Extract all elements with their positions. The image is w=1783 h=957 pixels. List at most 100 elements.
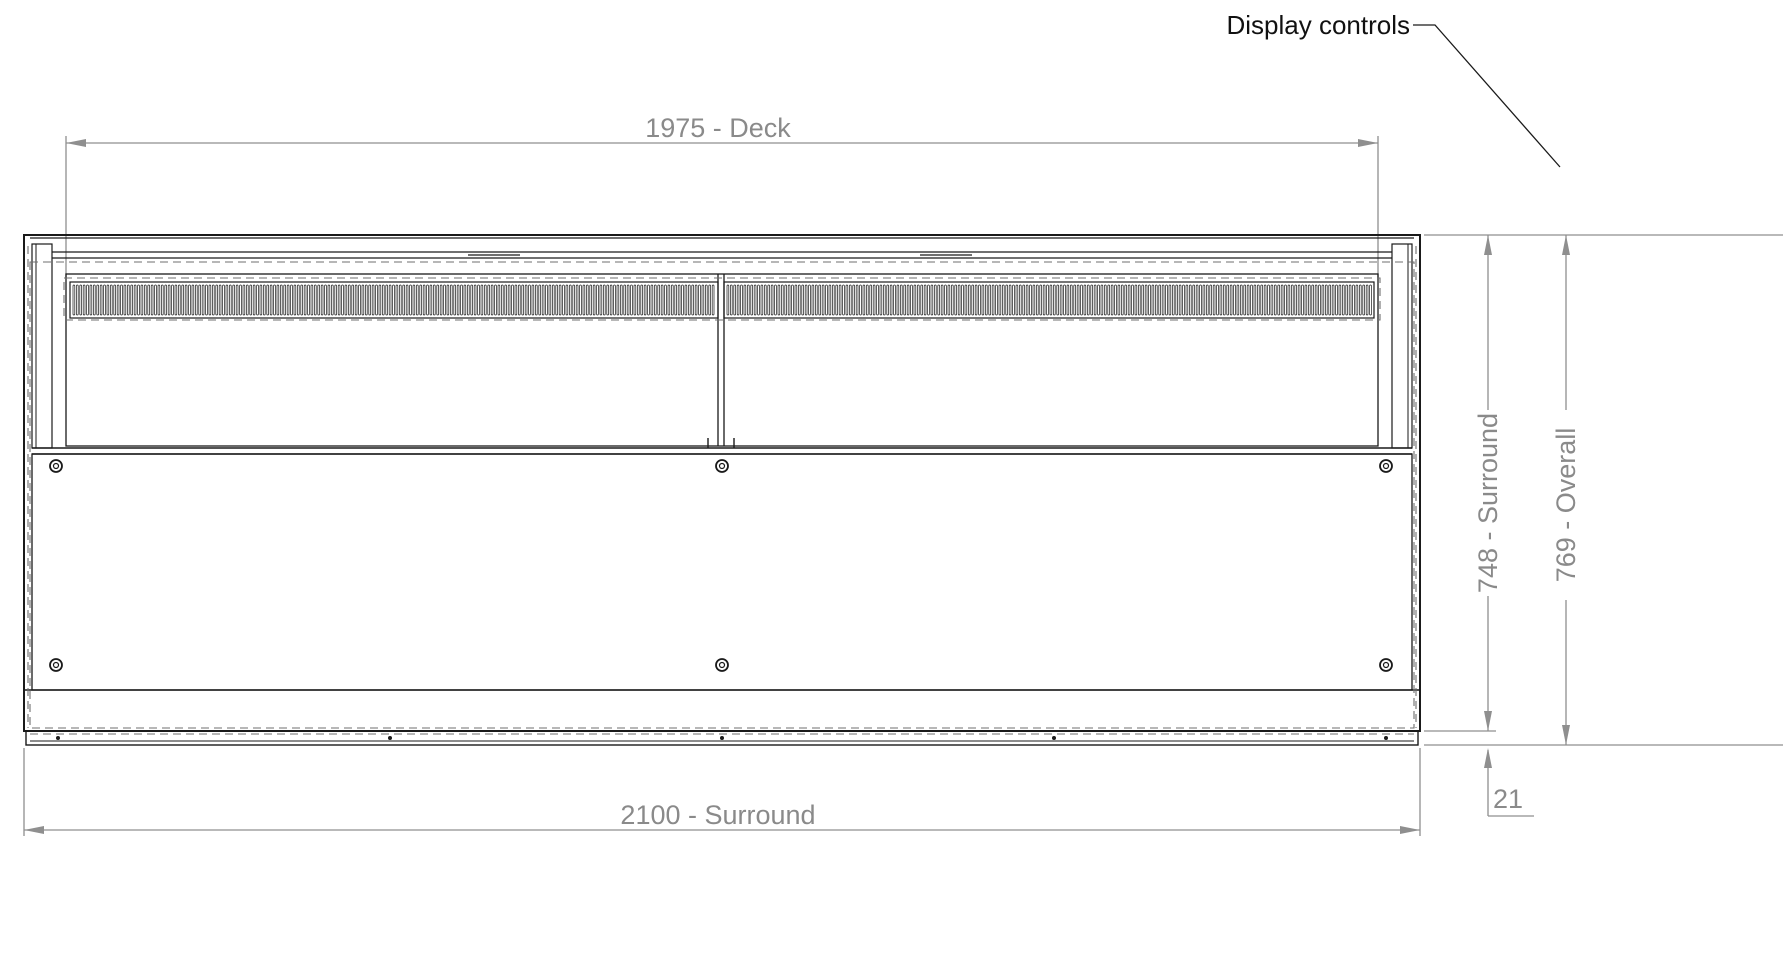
- vent-slot: [1175, 284, 1178, 316]
- vent-slot: [705, 284, 708, 316]
- vent-slot: [171, 284, 174, 316]
- vent-slot: [548, 284, 552, 316]
- vent-slot: [736, 284, 740, 316]
- vent-slot: [416, 284, 419, 316]
- screw-icon: [1379, 459, 1393, 473]
- vent-slot: [477, 284, 480, 316]
- vent-slot: [480, 284, 484, 316]
- vent-slot: [99, 284, 103, 316]
- vent-slot: [1192, 284, 1195, 316]
- vent-slot: [883, 284, 886, 316]
- surround-height-arrow-top: [1484, 235, 1492, 255]
- vent-slot: [467, 284, 470, 316]
- vent-slot: [188, 284, 191, 316]
- vent-slot: [174, 284, 178, 316]
- vent-slot: [1233, 284, 1236, 316]
- base-foot: [1052, 736, 1056, 740]
- vent-slot: [1294, 284, 1297, 316]
- vent-slot: [876, 284, 879, 316]
- vent-slot: [730, 284, 733, 316]
- vent-slot: [930, 284, 934, 316]
- vent-slot: [453, 284, 456, 316]
- vent-slot: [586, 284, 589, 316]
- vent-slot: [733, 284, 736, 316]
- vent-slot: [1056, 284, 1059, 316]
- vent-slot: [1301, 284, 1304, 316]
- vent-slot: [1025, 284, 1029, 316]
- screw-icon: [49, 459, 63, 473]
- vent-slot: [133, 284, 137, 316]
- vent-slot: [1049, 284, 1053, 316]
- vent-slot: [1355, 284, 1359, 316]
- vent-slot: [927, 284, 930, 316]
- vent-slot: [1369, 284, 1372, 316]
- screw-group: [49, 459, 1393, 672]
- vent-slot: [750, 284, 753, 316]
- vent-slot: [150, 284, 154, 316]
- vent-slot: [307, 284, 310, 316]
- vent-slot: [1253, 284, 1257, 316]
- vent-slot: [395, 284, 399, 316]
- vent-slot: [361, 284, 365, 316]
- vent-slot: [961, 284, 964, 316]
- vent-slot: [232, 284, 235, 316]
- vent-slot: [1141, 284, 1144, 316]
- vent-slot: [1246, 284, 1250, 316]
- vent-slot: [256, 284, 259, 316]
- vent-slot: [804, 284, 808, 316]
- vent-slot: [123, 284, 127, 316]
- surround-frame: [23, 234, 1421, 732]
- vent-slot: [402, 284, 405, 316]
- vent-slot: [616, 284, 620, 316]
- vent-slot: [511, 284, 514, 316]
- vent-slot: [872, 284, 876, 316]
- vent-slot: [518, 284, 521, 316]
- vent-slot: [184, 284, 188, 316]
- vent-slot: [667, 284, 671, 316]
- vent-slot: [671, 284, 674, 316]
- vent-slot: [252, 284, 256, 316]
- vent-slot: [562, 284, 565, 316]
- vent-slot: [198, 284, 201, 316]
- vent-slot: [521, 284, 524, 316]
- vent-slot: [1124, 284, 1127, 316]
- vent-slot: [1155, 284, 1158, 316]
- vent-slot: [1219, 284, 1223, 316]
- vent-slot: [535, 284, 538, 316]
- vent-slot: [239, 284, 242, 316]
- base-feet: [56, 736, 1388, 740]
- vent-slot: [388, 284, 392, 316]
- vent-slot: [215, 284, 218, 316]
- vent-slot: [1223, 284, 1226, 316]
- vent-slot: [178, 284, 181, 316]
- vent-slot: [1100, 284, 1104, 316]
- vent-slot: [1185, 284, 1189, 316]
- vent-slot: [375, 284, 378, 316]
- vent-slot: [760, 284, 764, 316]
- vent-slot: [944, 284, 947, 316]
- vent-slot: [181, 284, 184, 316]
- vent-slot: [917, 284, 920, 316]
- vent-slot: [392, 284, 395, 316]
- vent-slot: [1321, 284, 1325, 316]
- vent-slot: [903, 284, 906, 316]
- vent-slot: [684, 284, 688, 316]
- vent-slot: [582, 284, 586, 316]
- vent-slot: [808, 284, 811, 316]
- vent-slot: [385, 284, 388, 316]
- vent-slot: [1114, 284, 1117, 316]
- vent-slot: [995, 284, 998, 316]
- vent-slot: [341, 284, 344, 316]
- vent-slot: [1015, 284, 1019, 316]
- vent-slot: [1053, 284, 1056, 316]
- side-post-left: [31, 243, 53, 449]
- vent-slot: [660, 284, 664, 316]
- vent-slot: [1005, 284, 1008, 316]
- vent-slot: [358, 284, 361, 316]
- vent-slot: [572, 284, 575, 316]
- vent-slot: [569, 284, 572, 316]
- vent-slot: [286, 284, 290, 316]
- vent-slot: [490, 284, 494, 316]
- display-controls-label: Display controls: [1226, 10, 1410, 40]
- vent-slot: [764, 284, 767, 316]
